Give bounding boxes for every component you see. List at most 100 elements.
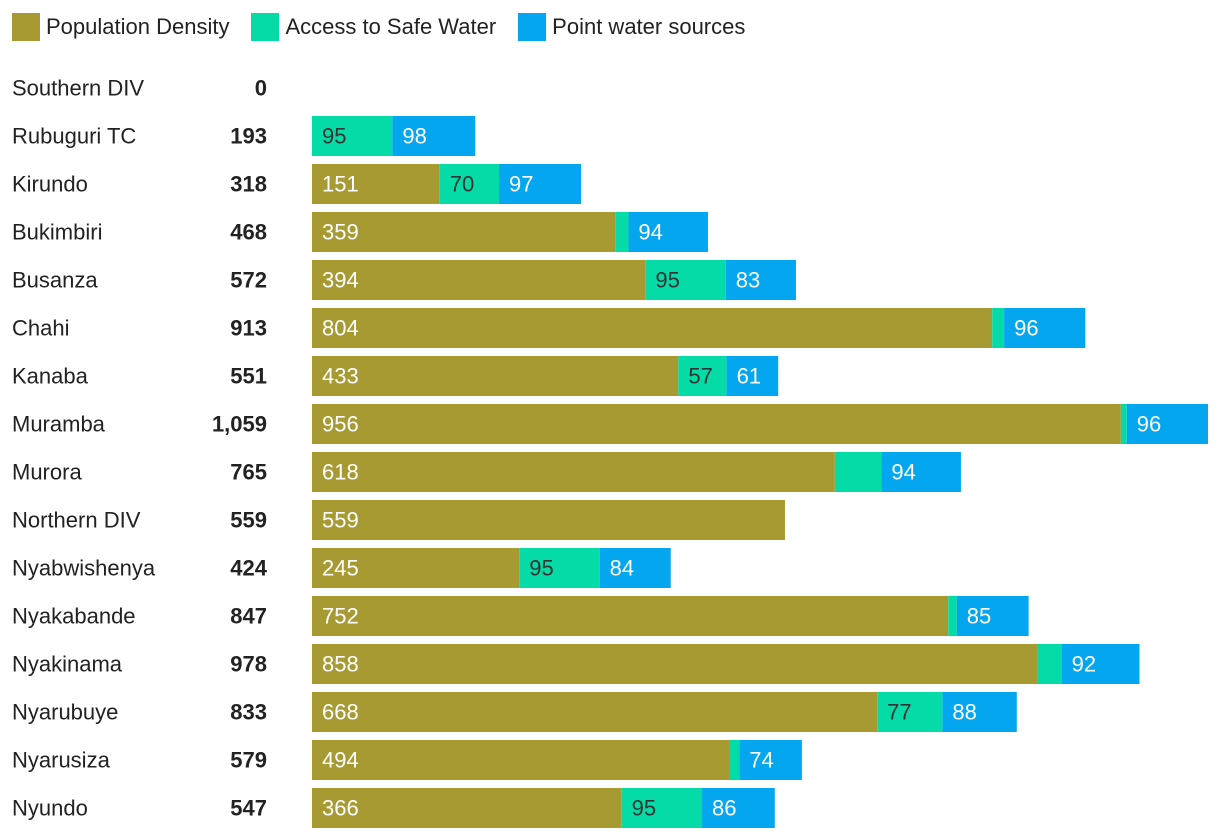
row-total: 547: [230, 796, 267, 821]
bar-segment-access-to-safe-water: [1037, 644, 1062, 684]
category-label: Muramba: [12, 412, 106, 437]
bar-segment-population-density: [312, 404, 1121, 444]
bar-segment-point-water-sources: [1061, 644, 1140, 684]
data-label: 668: [322, 700, 359, 725]
bar-segment-population-density: [312, 692, 878, 732]
legend-item-point-water-sources: Point water sources: [518, 13, 745, 41]
row-total: 193: [230, 124, 267, 149]
data-label: 84: [610, 556, 634, 581]
bar-segment-access-to-safe-water: [312, 116, 393, 156]
row-total: 579: [230, 748, 267, 773]
bar-segment-point-water-sources: [942, 692, 1017, 732]
data-label: 86: [712, 796, 736, 821]
data-label: 494: [322, 748, 359, 773]
bar-segment-access-to-safe-water: [834, 452, 882, 492]
data-label: 70: [450, 172, 474, 197]
bar-segment-point-water-sources: [726, 356, 779, 396]
bar-segment-point-water-sources: [392, 116, 476, 156]
bar-segment-population-density: [312, 452, 835, 492]
legend-swatch: [251, 13, 280, 41]
data-label: 77: [887, 700, 911, 725]
bar-segment-point-water-sources: [498, 164, 582, 204]
category-label: Rubuguri TC: [12, 124, 136, 149]
row-total: 559: [230, 508, 267, 533]
data-label: 95: [632, 796, 656, 821]
data-label: 366: [322, 796, 359, 821]
data-label: 151: [322, 172, 359, 197]
bar-segment-access-to-safe-water: [992, 308, 1005, 348]
legend-item-population-density: Population Density: [12, 13, 229, 41]
category-label: Nyundo: [12, 796, 88, 821]
category-label: Northern DIV: [12, 508, 141, 533]
row-total: 551: [230, 364, 267, 389]
category-label: Nyabwishenya: [12, 556, 156, 581]
bar-segment-population-density: [312, 260, 646, 300]
data-label: 96: [1137, 412, 1161, 437]
row-total: 0: [255, 76, 267, 101]
bar-segment-point-water-sources: [725, 260, 796, 300]
bar-segment-population-density: [312, 500, 785, 540]
bar-segment-population-density: [312, 788, 622, 828]
bar-segment-point-water-sources: [702, 788, 775, 828]
data-label: 956: [322, 412, 359, 437]
bar-segment-population-density: [312, 740, 730, 780]
row-total: 318: [230, 172, 267, 197]
data-label: 98: [402, 124, 426, 149]
bar-segment-population-density: [312, 644, 1038, 684]
legend-label: Population Density: [46, 14, 230, 39]
bar-segment-point-water-sources: [881, 452, 961, 492]
bar-segment-access-to-safe-water: [621, 788, 703, 828]
row-total: 424: [230, 556, 267, 581]
data-label: 245: [322, 556, 359, 581]
data-label: 433: [322, 364, 359, 389]
data-label: 95: [655, 268, 679, 293]
bar-segment-point-water-sources: [1126, 404, 1208, 444]
data-label: 394: [322, 268, 359, 293]
bar-segment-access-to-safe-water: [645, 260, 726, 300]
category-label: Nyarubuye: [12, 700, 118, 725]
data-label: 559: [322, 508, 359, 533]
legend-swatch: [12, 13, 40, 41]
data-label: 61: [737, 364, 761, 389]
data-label: 618: [322, 460, 359, 485]
bar-segment-population-density: [312, 548, 520, 588]
legend-swatch: [518, 13, 547, 41]
bar-segment-population-density: [312, 596, 949, 636]
bar-segment-point-water-sources: [956, 596, 1029, 636]
data-label: 95: [322, 124, 346, 149]
category-label: Nyakabande: [12, 604, 136, 629]
data-label: 74: [749, 748, 773, 773]
row-total: 765: [230, 460, 267, 485]
legend-item-access-to-safe-water: Access to Safe Water: [251, 13, 496, 41]
category-label: Busanza: [12, 268, 98, 293]
data-label: 83: [736, 268, 760, 293]
category-label: Chahi: [12, 316, 69, 341]
data-label: 752: [322, 604, 359, 629]
category-label: Bukimbiri: [12, 220, 102, 245]
data-label: 85: [967, 604, 991, 629]
data-label: 97: [509, 172, 533, 197]
data-label: 804: [322, 316, 359, 341]
legend-label: Access to Safe Water: [285, 14, 497, 39]
row-total: 978: [230, 652, 267, 677]
category-label: Kirundo: [12, 172, 88, 197]
row-total: 572: [230, 268, 267, 293]
data-label: 96: [1014, 316, 1038, 341]
data-label: 94: [891, 460, 915, 485]
data-label: 92: [1072, 652, 1096, 677]
bar-segment-access-to-safe-water: [615, 212, 629, 252]
row-total: 913: [230, 316, 267, 341]
bar-segment-population-density: [312, 164, 440, 204]
data-label: 359: [322, 220, 359, 245]
data-label: 858: [322, 652, 359, 677]
row-total: 468: [230, 220, 267, 245]
bar-segment-access-to-safe-water: [1120, 404, 1127, 444]
bar-segment-point-water-sources: [628, 212, 708, 252]
category-label: Nyarusiza: [12, 748, 111, 773]
category-label: Murora: [12, 460, 82, 485]
data-label: 95: [529, 556, 553, 581]
data-label: 94: [638, 220, 662, 245]
bar-segment-access-to-safe-water: [439, 164, 499, 204]
bar-segment-access-to-safe-water: [519, 548, 600, 588]
